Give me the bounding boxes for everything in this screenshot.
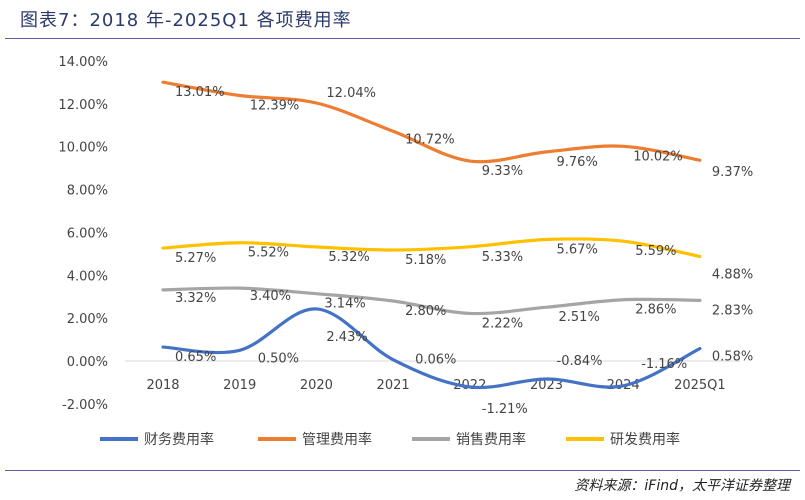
legend-label: 管理费用率 [302,431,372,448]
x-tick-label: 2025Q1 [674,378,726,393]
data-label: 2.83% [712,303,753,318]
data-label: 5.52% [248,246,289,261]
data-label: 3.14% [324,297,365,312]
data-label: 5.67% [557,243,598,258]
series-line-3 [161,286,702,316]
data-label: 10.02% [633,149,683,164]
bottom-rule [5,470,800,471]
y-tick-label: 10.00% [58,141,108,156]
series-line-1 [161,307,702,390]
data-label: 2.86% [635,303,676,318]
x-tick-label: 2018 [146,378,179,393]
series-line-2 [161,80,702,164]
figure-title: 图表7：2018 年-2025Q1 各项费用率 [20,10,352,31]
y-tick-label: 2.00% [67,312,108,327]
data-label: -1.21% [482,402,528,417]
data-label: 2.51% [559,310,600,325]
top-rule [5,38,800,39]
data-label: 0.06% [415,353,456,368]
y-tick-label: 0.00% [67,355,108,370]
data-label: 0.58% [712,350,753,365]
series-line-4 [161,237,702,259]
data-label: 10.72% [405,132,455,147]
x-tick-label: 2021 [377,378,410,393]
data-label: 5.33% [482,250,523,265]
data-label: 2.43% [326,330,367,345]
data-label: 12.04% [326,86,376,101]
source-note: 资料来源：iFind，太平洋证券整理 [574,478,790,494]
line-chart: -2.00% 0.00% 2.00% 4.00% 6.00% 8.00% 10.00% 12.… [58,55,753,448]
data-label: 13.01% [175,85,225,100]
data-label: 2.80% [405,304,446,319]
y-tick-label: 14.00% [58,55,108,70]
data-label: 9.76% [557,155,598,170]
data-label: 5.32% [328,250,369,265]
data-label: -0.84% [557,354,603,369]
y-tick-label: -2.00% [62,398,108,413]
y-tick-label: 4.00% [67,269,108,284]
data-label: 3.32% [175,291,216,306]
legend-label: 研发费用率 [610,431,680,448]
data-label: 3.40% [250,289,291,304]
data-label: 0.50% [258,351,299,366]
data-label: -1.16% [641,357,687,372]
data-label: 9.37% [712,165,753,180]
x-tick-label: 2020 [300,378,333,393]
legend-label: 财务费用率 [144,431,214,448]
data-label: 5.27% [175,251,216,266]
data-label: 5.18% [405,253,446,268]
y-tick-label: 6.00% [67,226,108,241]
data-label: 12.39% [250,99,300,114]
x-tick-label: 2023 [530,378,563,393]
y-tick-label: 12.00% [58,98,108,113]
legend-label: 销售费用率 [456,431,526,448]
x-tick-label: 2019 [223,378,256,393]
data-label: 4.88% [712,267,753,282]
y-tick-label: 8.00% [67,184,108,199]
data-label: 2.22% [482,316,523,331]
data-label: 0.65% [175,350,216,365]
data-label: 5.59% [635,244,676,259]
data-label: 9.33% [482,164,523,179]
